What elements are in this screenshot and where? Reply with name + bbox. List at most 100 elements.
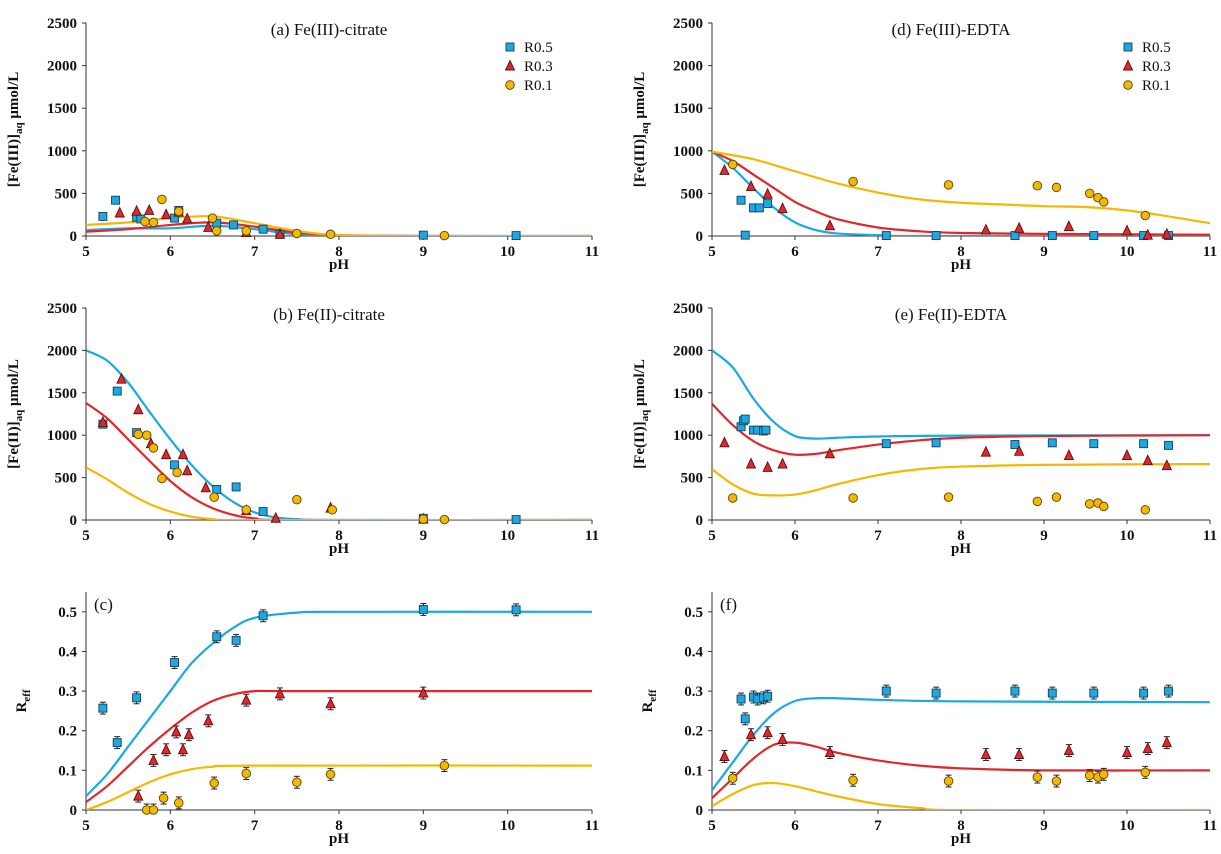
- legend-label: R0.5: [524, 40, 553, 56]
- data-point: [1089, 688, 1099, 698]
- x-tick-label: 9: [420, 528, 428, 544]
- data-point: [241, 505, 251, 515]
- data-point: [160, 448, 172, 460]
- data-point: [1013, 221, 1025, 233]
- curve-R0.3: [712, 150, 1210, 236]
- model-curves: [712, 696, 1210, 810]
- data-point: [1161, 459, 1173, 471]
- legend-label: R0.3: [524, 59, 553, 75]
- model-curves: [86, 610, 592, 810]
- x-axis-label: pH: [329, 257, 349, 273]
- data-point: [762, 460, 773, 472]
- y-tick-label: 0: [70, 803, 78, 819]
- y-tick-label: 2000: [673, 59, 703, 75]
- data-point: [132, 693, 142, 703]
- data-point: [1140, 210, 1151, 221]
- data-point: [181, 212, 193, 224]
- series-R0.3: [97, 372, 429, 524]
- data-point: [1032, 180, 1043, 191]
- data-point: [848, 493, 858, 503]
- curve-R0.1: [86, 764, 592, 810]
- data-point: [274, 687, 286, 699]
- curve-R0.1: [712, 462, 1210, 497]
- y-axis-label: Reff: [14, 689, 33, 712]
- data-point: [848, 775, 858, 786]
- data-point: [183, 728, 195, 740]
- data-point: [881, 686, 891, 696]
- x-tick-label: 8: [957, 528, 965, 544]
- data-point: [1010, 440, 1020, 449]
- series-R0.1: [728, 492, 1151, 515]
- y-axis-label: [Fe(II)]aq μmol/L: [6, 359, 25, 469]
- data-point: [824, 219, 836, 231]
- data-point: [1139, 439, 1149, 449]
- legend: R0.5 R0.3 R0.1: [1122, 40, 1171, 94]
- data-point: [172, 467, 182, 478]
- data-point: [98, 703, 108, 713]
- series-R0.1: [728, 765, 1151, 788]
- data-point: [1099, 197, 1109, 207]
- data-point: [1099, 769, 1109, 780]
- x-tick-label: 5: [82, 818, 90, 834]
- y-tick-label: 1000: [673, 144, 703, 160]
- x-axis-label: pH: [951, 257, 971, 273]
- legend-marker: [505, 80, 515, 90]
- data-point: [728, 159, 738, 170]
- y-tick-label: 0.1: [684, 763, 703, 779]
- data-point: [231, 635, 241, 645]
- data-point: [203, 220, 214, 232]
- x-tick-label: 5: [708, 818, 716, 834]
- data-point: [211, 226, 222, 236]
- data-point: [207, 213, 218, 223]
- data-point: [1089, 439, 1099, 449]
- data-point: [1063, 220, 1075, 232]
- data-point: [728, 773, 738, 784]
- data-point: [1121, 449, 1133, 461]
- data-point: [112, 386, 122, 396]
- data-point: [229, 220, 239, 230]
- y-tick-label: 2000: [47, 343, 77, 359]
- data-point: [170, 658, 180, 668]
- y-tick-label: 0.2: [58, 724, 77, 740]
- curve-R0.3: [86, 402, 592, 520]
- y-tick-label: 500: [681, 186, 704, 202]
- data-point: [1089, 231, 1099, 241]
- y-tick-label: 2000: [47, 59, 77, 75]
- x-axis-label: pH: [329, 831, 349, 847]
- x-tick-label: 8: [335, 528, 343, 544]
- data-point: [943, 492, 954, 502]
- legend-marker: [1123, 42, 1133, 52]
- panel-f: 0 0.1 0.2 0.3 0.4 0.5 5 6 7 8 9 10 11 pH Reff (f): [640, 592, 1217, 847]
- panel-title: (c): [94, 595, 113, 614]
- data-point: [157, 473, 167, 484]
- data-point: [1164, 686, 1173, 696]
- data-point: [292, 494, 302, 505]
- data-point: [158, 793, 169, 803]
- curve-R0.1: [712, 781, 1210, 810]
- x-tick-label: 6: [791, 528, 799, 544]
- curve-R0.5: [712, 150, 1210, 236]
- data-point: [740, 714, 750, 724]
- x-tick-label: 7: [251, 528, 259, 544]
- data-point: [231, 482, 241, 492]
- y-axis-label: [Fe(II)]aq μmol/L: [632, 359, 651, 469]
- x-tick-label: 8: [335, 244, 343, 260]
- data-point: [181, 464, 193, 476]
- data-point: [133, 429, 144, 440]
- data-point: [1051, 776, 1062, 786]
- series-R0.3: [133, 686, 429, 803]
- data-point: [177, 448, 189, 460]
- legend-label: R0.3: [1142, 59, 1171, 75]
- data-point: [325, 229, 336, 240]
- data-point: [824, 447, 836, 459]
- y-tick-label: 2000: [673, 343, 703, 359]
- data-point: [736, 195, 746, 205]
- data-point: [719, 749, 730, 761]
- legend-label: R0.1: [1142, 78, 1171, 94]
- data-point: [133, 403, 144, 415]
- data-point: [258, 507, 268, 516]
- data-point: [762, 187, 773, 199]
- x-tick-label: 5: [708, 244, 716, 260]
- y-tick-label: 0.3: [684, 684, 703, 700]
- curve-R0.5: [712, 349, 1210, 440]
